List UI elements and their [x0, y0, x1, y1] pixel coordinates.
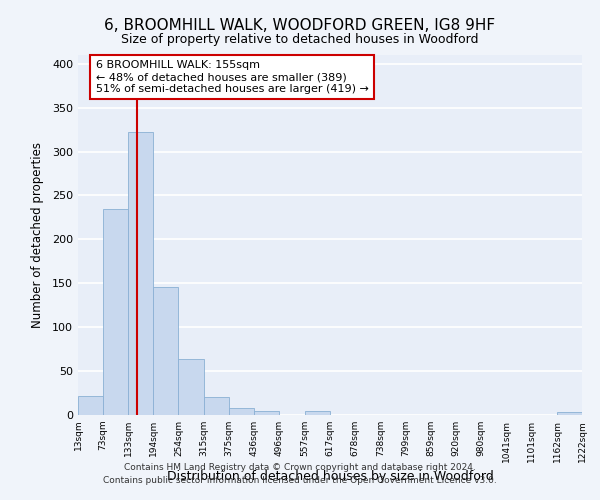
Text: Contains HM Land Registry data © Crown copyright and database right 2024.: Contains HM Land Registry data © Crown c… [124, 464, 476, 472]
Bar [128, 132, 154, 415]
Bar [254, 410, 280, 415]
Y-axis label: Number of detached properties: Number of detached properties [31, 142, 44, 328]
Text: Contains public sector information licensed under the Open Government Licence v3: Contains public sector information licen… [103, 476, 497, 485]
Bar [204, 396, 229, 415]
Bar [229, 408, 254, 415]
Bar [178, 359, 204, 415]
Bar [305, 410, 330, 415]
Bar [103, 208, 128, 415]
X-axis label: Distribution of detached houses by size in Woodford: Distribution of detached houses by size … [167, 470, 493, 484]
Text: 6, BROOMHILL WALK, WOODFORD GREEN, IG8 9HF: 6, BROOMHILL WALK, WOODFORD GREEN, IG8 9… [104, 18, 496, 32]
Text: 6 BROOMHILL WALK: 155sqm
← 48% of detached houses are smaller (389)
51% of semi-: 6 BROOMHILL WALK: 155sqm ← 48% of detach… [95, 60, 368, 94]
Bar [154, 287, 178, 415]
Bar [557, 412, 582, 415]
Text: Size of property relative to detached houses in Woodford: Size of property relative to detached ho… [121, 32, 479, 46]
Bar [78, 396, 103, 415]
